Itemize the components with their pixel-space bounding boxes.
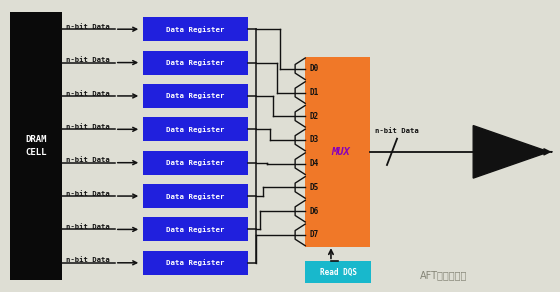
Text: n-bit Data: n-bit Data [66,191,110,197]
Text: Data Register: Data Register [166,259,225,266]
Text: D2: D2 [310,112,319,121]
Text: n-bit Data: n-bit Data [66,124,110,130]
Bar [143,17,248,41]
Bar [143,84,248,108]
Text: Data Register: Data Register [166,26,225,33]
Text: Data Register: Data Register [166,126,225,133]
Bar [143,117,248,141]
Bar [143,151,248,175]
Bar [305,261,371,283]
Text: n-bit Data: n-bit Data [375,128,418,134]
Text: Data Register: Data Register [166,193,225,199]
Bar [143,184,248,208]
Text: D5: D5 [310,183,319,192]
Text: D1: D1 [310,88,319,97]
Text: n-bit Data: n-bit Data [66,57,110,63]
Text: n-bit Data: n-bit Data [66,224,110,230]
Text: D3: D3 [310,135,319,145]
Polygon shape [473,126,549,178]
Bar [10,12,62,280]
Bar [305,57,370,247]
Text: Data Register: Data Register [166,59,225,66]
Text: n-bit Data: n-bit Data [66,157,110,163]
Text: n-bit Data: n-bit Data [66,24,110,30]
Text: DRAM
CELL: DRAM CELL [25,135,46,157]
Text: D4: D4 [310,159,319,168]
Text: D7: D7 [310,230,319,239]
Text: Read DQS: Read DQS [320,268,357,277]
Text: n-bit Data: n-bit Data [66,258,110,263]
Text: n-bit Data: n-bit Data [66,91,110,97]
Text: MUX: MUX [332,147,350,157]
Text: Data Register: Data Register [166,93,225,99]
Text: Data Register: Data Register [166,226,225,233]
Text: AFT电子加油站: AFT电子加油站 [420,270,468,280]
Text: Data Register: Data Register [166,159,225,166]
Text: D0: D0 [310,64,319,73]
Text: D6: D6 [310,207,319,216]
Bar [143,51,248,74]
Bar [143,251,248,275]
Bar [143,218,248,241]
